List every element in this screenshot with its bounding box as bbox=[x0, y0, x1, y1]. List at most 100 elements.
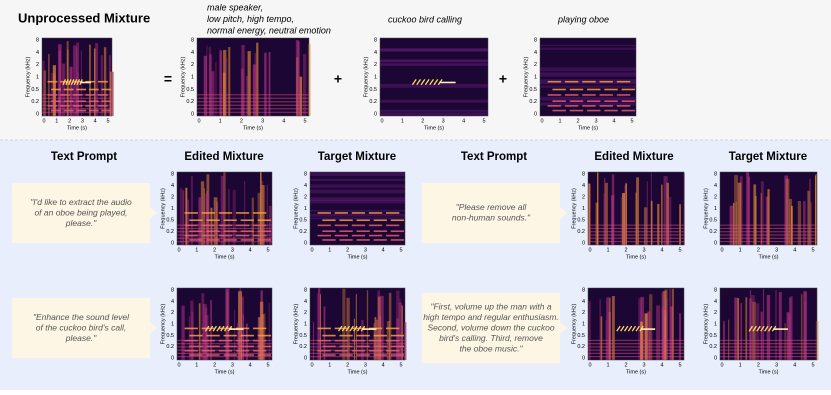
y-tick-label: 8 bbox=[714, 171, 717, 177]
oboe-note bbox=[88, 100, 99, 102]
oboe-note bbox=[72, 105, 83, 107]
spectrogram-streak bbox=[366, 290, 369, 360]
oboe-note bbox=[386, 349, 400, 352]
oboe-note bbox=[356, 345, 370, 348]
y-tick-label: 1 bbox=[582, 321, 585, 327]
x-tick-label: 0 bbox=[720, 362, 723, 368]
spectrogram-streak bbox=[42, 60, 45, 116]
cuckoo-call bbox=[635, 325, 640, 332]
spectrogram-frame bbox=[379, 37, 489, 117]
y-tick-label: 0.5 bbox=[186, 87, 194, 93]
column-header: Edited Mixture bbox=[594, 151, 673, 163]
spectrogram-noise bbox=[540, 102, 636, 106]
x-tick-label: 3 bbox=[775, 247, 778, 253]
spectrogram-streak bbox=[266, 184, 268, 245]
x-tick-label: 3 bbox=[442, 118, 445, 124]
spectrogram-streak bbox=[263, 313, 266, 360]
spectrogram-streak bbox=[625, 183, 628, 245]
spectrogram-streak bbox=[319, 294, 321, 360]
oboe-note bbox=[253, 224, 267, 227]
x-tick-label: 1 bbox=[195, 247, 198, 253]
spectrogram-streak bbox=[749, 290, 752, 360]
x-tick-label: 5 bbox=[266, 362, 269, 368]
spectrogram: 0 1 2 3 4 5 8 4 2 1 0.5 0.2 0 Time (s) Frequency (kHz) bbox=[571, 171, 685, 260]
x-tick-label: 5 bbox=[482, 118, 485, 124]
oboe-note bbox=[616, 94, 631, 96]
spectrogram-streak bbox=[307, 44, 311, 116]
prompt-text: "First, volume up the man with a bbox=[430, 301, 551, 311]
cuckoo-call bbox=[223, 325, 229, 332]
spectrogram-band bbox=[720, 227, 817, 230]
spectrogram-streak bbox=[353, 318, 355, 360]
spectrogram-noise bbox=[380, 109, 488, 113]
cuckoo-call bbox=[627, 325, 633, 332]
oboe-note bbox=[184, 339, 198, 342]
spectrogram-band bbox=[588, 237, 684, 239]
oboe-note bbox=[218, 349, 233, 352]
y-tick-label: 4 bbox=[582, 299, 585, 305]
spectrogram-streak bbox=[595, 202, 599, 245]
prompt-text: please." bbox=[65, 333, 97, 343]
spectrogram: 0 1 2 3 4 5 8 4 2 1 0.5 0.2 0 Time (s) Frequency (kHz) bbox=[293, 171, 406, 260]
spectrogram-band bbox=[720, 349, 817, 351]
oboe-note bbox=[51, 88, 61, 91]
oboe-note bbox=[60, 94, 70, 96]
oboe-note bbox=[386, 212, 400, 214]
x-axis-label: Time (s) bbox=[626, 369, 646, 375]
spectrogram-band bbox=[42, 111, 112, 113]
oboe-note bbox=[253, 349, 267, 352]
spectrogram-streak bbox=[807, 190, 811, 245]
spectrogram-streak bbox=[668, 197, 672, 245]
spectrogram-streak bbox=[803, 291, 807, 360]
y-tick-label: 2 bbox=[36, 62, 39, 68]
x-tick-label: 2 bbox=[576, 118, 579, 124]
y-tick-label: 0.5 bbox=[299, 217, 307, 223]
spectrogram-streak bbox=[208, 46, 211, 116]
x-tick-label: 0 bbox=[177, 362, 180, 368]
spectrogram-streak bbox=[239, 288, 241, 360]
x-tick-label: 1 bbox=[328, 247, 331, 253]
oboe-note bbox=[184, 349, 198, 352]
spectrogram-streak bbox=[268, 52, 271, 116]
oboe-note bbox=[621, 100, 636, 102]
oboe-note bbox=[206, 345, 220, 348]
oboe-note bbox=[582, 105, 596, 107]
prompt-text: of the cuckoo bird's call, bbox=[36, 322, 126, 332]
cuckoo-call bbox=[767, 325, 773, 332]
y-tick-label: 0.5 bbox=[709, 217, 717, 223]
spectrogram-streak bbox=[48, 54, 50, 116]
spectrogram-streak bbox=[620, 197, 622, 245]
oboe-note bbox=[621, 109, 636, 112]
spectrogram-band bbox=[720, 237, 817, 239]
spectrogram: 0 1 2 3 4 5 8 4 2 1 0.5 0.2 0 Time (s) Frequency (kHz) bbox=[25, 37, 114, 131]
oboe-note bbox=[322, 230, 336, 232]
spectrogram-streak bbox=[228, 47, 231, 116]
spectrogram-noise bbox=[310, 199, 405, 204]
spectrogram-streak bbox=[215, 62, 217, 116]
spectrogram-frame bbox=[41, 37, 113, 117]
spectrogram-streak bbox=[666, 298, 668, 360]
spectrogram-streak bbox=[800, 294, 803, 360]
cuckoo-call bbox=[212, 325, 217, 332]
oboe-note bbox=[368, 339, 383, 342]
oboe-note bbox=[373, 230, 387, 232]
spectrogram-noise bbox=[540, 96, 636, 101]
cuckoo-call bbox=[68, 79, 72, 86]
spectrogram-noise bbox=[540, 79, 636, 82]
oboe-note bbox=[201, 349, 215, 352]
y-tick-label: 0 bbox=[582, 355, 585, 361]
spectrogram-streak bbox=[765, 196, 769, 245]
spectrogram-band bbox=[177, 240, 272, 243]
prompt-text: Second, volume down the cuckoo bbox=[427, 322, 554, 332]
oboe-note bbox=[184, 212, 198, 214]
oboe-note bbox=[317, 234, 331, 237]
spectrogram-streak bbox=[247, 51, 251, 116]
spectrogram: 0 1 2 3 4 5 8 4 2 1 0.5 0.2 0 Time (s) Frequency (kHz) bbox=[523, 37, 637, 131]
spectrogram-streak bbox=[190, 176, 193, 245]
y-tick-label: 4 bbox=[304, 183, 307, 189]
spectrogram-streak bbox=[752, 301, 757, 360]
spectrogram-streak bbox=[202, 303, 207, 360]
spectrogram-streak bbox=[753, 184, 757, 245]
spectrogram-streak bbox=[259, 301, 264, 360]
